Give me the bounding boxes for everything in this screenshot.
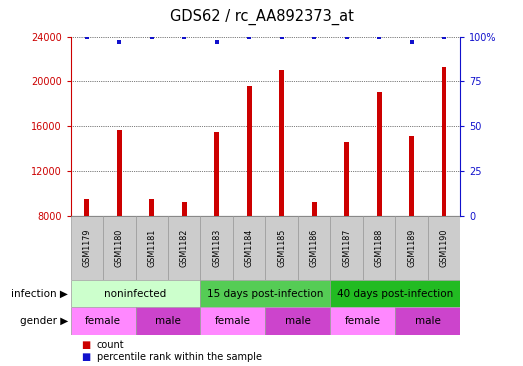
Point <box>212 39 221 45</box>
Bar <box>135 307 200 335</box>
Point <box>83 34 91 40</box>
Text: GSM1182: GSM1182 <box>180 229 189 267</box>
Text: GSM1189: GSM1189 <box>407 229 416 267</box>
Point <box>147 34 156 40</box>
Bar <box>103 216 135 280</box>
Text: noninfected: noninfected <box>105 289 167 299</box>
Bar <box>331 216 363 280</box>
Text: GSM1183: GSM1183 <box>212 229 221 267</box>
Text: ■: ■ <box>81 340 90 350</box>
Text: infection ▶: infection ▶ <box>11 289 68 299</box>
Point <box>245 34 253 40</box>
Bar <box>200 307 266 335</box>
Bar <box>344 142 349 216</box>
Point <box>180 34 188 40</box>
Bar <box>363 216 395 280</box>
Bar <box>182 202 187 216</box>
Text: GDS62 / rc_AA892373_at: GDS62 / rc_AA892373_at <box>169 9 354 25</box>
Bar <box>266 307 331 335</box>
Bar <box>298 216 331 280</box>
Text: male: male <box>155 316 181 326</box>
Bar <box>71 280 200 307</box>
Bar <box>71 216 103 280</box>
Bar <box>247 86 252 216</box>
Bar <box>279 70 284 216</box>
Text: male: male <box>415 316 441 326</box>
Point <box>310 34 319 40</box>
Bar <box>331 280 460 307</box>
Bar <box>150 199 154 216</box>
Text: GSM1188: GSM1188 <box>374 229 383 267</box>
Point <box>278 34 286 40</box>
Text: gender ▶: gender ▶ <box>20 316 68 326</box>
Bar <box>71 307 135 335</box>
Point <box>115 39 123 45</box>
Text: 40 days post-infection: 40 days post-infection <box>337 289 453 299</box>
Bar <box>428 216 460 280</box>
Point <box>375 34 383 40</box>
Text: male: male <box>285 316 311 326</box>
Point <box>407 39 416 45</box>
Bar <box>312 202 316 216</box>
Bar <box>409 137 414 216</box>
Bar <box>200 280 331 307</box>
Text: female: female <box>85 316 121 326</box>
Text: GSM1186: GSM1186 <box>310 229 319 267</box>
Text: GSM1190: GSM1190 <box>439 229 449 267</box>
Text: GSM1187: GSM1187 <box>342 229 351 267</box>
Text: count: count <box>97 340 124 350</box>
Bar <box>266 216 298 280</box>
Bar <box>441 67 447 216</box>
Text: GSM1180: GSM1180 <box>115 229 124 267</box>
Text: ■: ■ <box>81 352 90 362</box>
Bar <box>84 199 89 216</box>
Bar <box>331 307 395 335</box>
Text: female: female <box>215 316 251 326</box>
Bar <box>168 216 200 280</box>
Point <box>440 34 448 40</box>
Text: GSM1184: GSM1184 <box>245 229 254 267</box>
Bar <box>395 216 428 280</box>
Bar <box>214 132 219 216</box>
Text: 15 days post-infection: 15 days post-infection <box>207 289 324 299</box>
Text: GSM1181: GSM1181 <box>147 229 156 267</box>
Bar <box>135 216 168 280</box>
Bar <box>377 92 381 216</box>
Bar <box>117 130 122 216</box>
Point <box>343 34 351 40</box>
Text: GSM1185: GSM1185 <box>277 229 286 267</box>
Bar <box>200 216 233 280</box>
Bar <box>395 307 460 335</box>
Text: percentile rank within the sample: percentile rank within the sample <box>97 352 262 362</box>
Bar <box>233 216 266 280</box>
Text: GSM1179: GSM1179 <box>82 229 92 267</box>
Text: female: female <box>345 316 381 326</box>
